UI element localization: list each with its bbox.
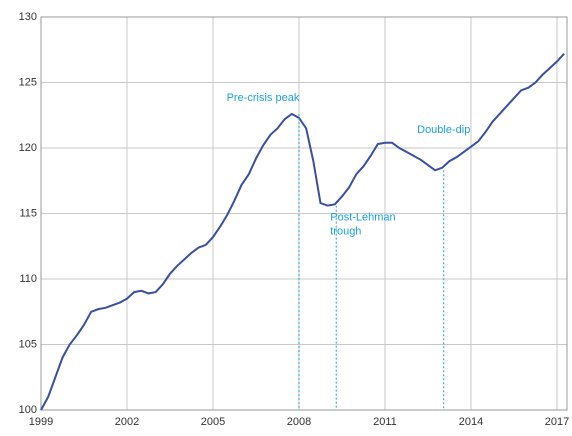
- y-tick-label: 125: [19, 76, 37, 88]
- y-tick-label: 105: [19, 338, 37, 350]
- y-tick-label: 100: [19, 404, 37, 416]
- y-tick-label: 110: [19, 273, 37, 285]
- plot-frame: [40, 16, 568, 411]
- x-tick-label: 2002: [115, 416, 139, 428]
- annotation-label: trough: [330, 226, 361, 238]
- y-tick-label: 120: [19, 142, 37, 154]
- y-tick-label: 130: [19, 11, 37, 23]
- x-tick-label: 2008: [287, 416, 311, 428]
- x-tick-label: 2005: [201, 416, 225, 428]
- annotation-label: Double-dip: [417, 124, 470, 136]
- x-tick-label: 1999: [29, 416, 53, 428]
- annotation-label: Pre-crisis peak: [227, 92, 300, 104]
- data-line: [40, 53, 565, 411]
- y-tick-label: 115: [19, 207, 37, 219]
- x-tick-label: 2014: [459, 416, 483, 428]
- x-tick-label: 2017: [545, 416, 569, 428]
- x-tick-label: 2011: [373, 416, 397, 428]
- annotation-label: Post-Lehman: [330, 212, 395, 224]
